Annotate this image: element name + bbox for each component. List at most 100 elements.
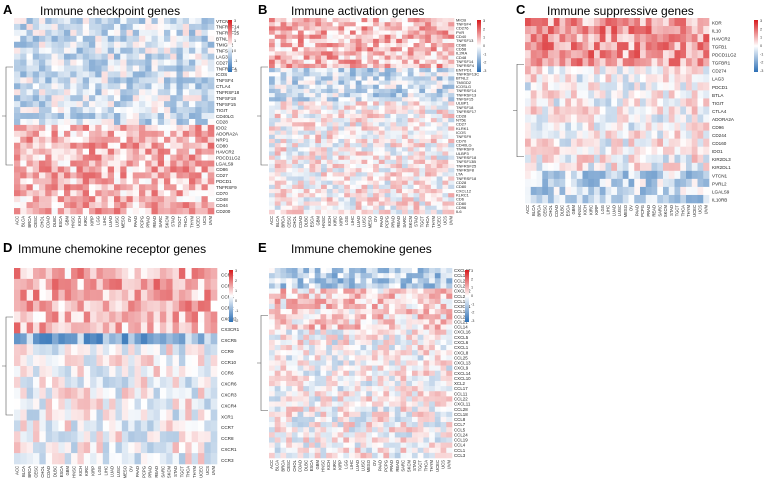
heatmap-cell bbox=[436, 172, 443, 177]
heatmap-cell bbox=[378, 155, 385, 161]
heatmap-cell bbox=[407, 26, 414, 31]
heatmap-cell bbox=[337, 288, 344, 294]
heatmap-cell bbox=[210, 387, 218, 399]
heatmap-cell bbox=[448, 84, 455, 90]
heatmap-cell bbox=[45, 376, 53, 389]
heatmap-cell bbox=[406, 268, 413, 274]
heatmap-cell bbox=[77, 387, 85, 399]
heatmap-cell bbox=[101, 101, 109, 108]
heatmap-cell bbox=[126, 202, 134, 209]
heatmap-cell bbox=[651, 146, 658, 156]
heatmap-cell bbox=[115, 453, 123, 465]
heatmap-cell bbox=[645, 106, 652, 115]
heatmap-cell bbox=[89, 35, 96, 43]
heatmap-cell bbox=[39, 190, 46, 197]
heatmap-cell bbox=[411, 268, 418, 274]
heatmap-cell bbox=[599, 146, 606, 156]
heatmap-cell bbox=[571, 18, 578, 27]
heatmap-cell bbox=[269, 339, 276, 346]
heatmap-cell bbox=[588, 186, 595, 196]
heatmap-cell bbox=[191, 431, 199, 443]
heatmap-cell bbox=[366, 334, 373, 341]
column-label: THCA bbox=[680, 205, 685, 217]
heatmap-cell bbox=[605, 42, 612, 51]
heatmap-cell bbox=[377, 345, 384, 351]
heatmap-cell bbox=[280, 365, 287, 372]
heatmap-cell bbox=[280, 93, 287, 98]
row-label: CCR5 bbox=[221, 294, 234, 299]
heatmap-cell bbox=[434, 268, 441, 274]
heatmap-cell bbox=[582, 138, 589, 147]
heatmap-cell bbox=[170, 23, 177, 31]
heatmap-cell bbox=[371, 334, 378, 341]
heatmap-cell bbox=[401, 109, 409, 115]
heatmap-cell bbox=[645, 66, 652, 75]
heatmap-cell bbox=[400, 334, 407, 341]
heatmap-cell bbox=[134, 355, 142, 367]
heatmap-cell bbox=[674, 186, 681, 196]
heatmap-cell bbox=[132, 77, 140, 84]
heatmap-cell bbox=[530, 178, 537, 188]
heatmap-cell bbox=[314, 355, 321, 361]
heatmap-cell bbox=[349, 26, 357, 31]
heatmap-cell bbox=[321, 18, 328, 23]
heatmap-cell bbox=[331, 329, 338, 336]
heatmap-cell bbox=[95, 202, 102, 209]
heatmap-cell bbox=[58, 387, 66, 399]
heatmap-cell bbox=[291, 355, 298, 361]
heatmap-cell bbox=[384, 68, 391, 73]
heatmap-cell bbox=[423, 288, 430, 294]
heatmap-cell bbox=[297, 298, 304, 305]
heatmap-cell bbox=[361, 126, 368, 131]
heatmap-cell bbox=[413, 168, 420, 173]
heatmap-cell bbox=[548, 82, 555, 91]
heatmap-cell bbox=[64, 409, 72, 421]
heatmap-cell bbox=[332, 197, 339, 202]
heatmap-cell bbox=[14, 166, 21, 173]
heatmap-cell bbox=[440, 329, 447, 336]
heatmap-cell bbox=[338, 76, 345, 81]
heatmap-cell bbox=[114, 166, 121, 173]
heatmap-cell bbox=[680, 26, 687, 35]
heatmap-cell bbox=[390, 34, 397, 40]
heatmap-cell bbox=[120, 130, 127, 138]
heatmap-cell bbox=[57, 41, 65, 48]
heatmap-cell bbox=[191, 300, 199, 312]
heatmap-cell bbox=[178, 355, 186, 367]
heatmap-cell bbox=[617, 42, 624, 51]
heatmap-cell bbox=[14, 89, 21, 96]
heatmap-cell bbox=[389, 396, 396, 402]
heatmap-cell bbox=[553, 154, 560, 164]
heatmap-cell bbox=[309, 209, 316, 215]
heatmap-cell bbox=[292, 93, 299, 98]
heatmap-cell bbox=[419, 109, 426, 115]
heatmap-cell bbox=[361, 88, 368, 94]
heatmap-cell bbox=[622, 178, 629, 188]
heatmap-cell bbox=[107, 77, 115, 84]
heatmap-cell bbox=[303, 84, 310, 90]
heatmap-cell bbox=[361, 159, 368, 165]
heatmap-cell bbox=[178, 311, 186, 323]
heatmap-cell bbox=[663, 122, 670, 131]
heatmap-cell bbox=[394, 375, 401, 382]
heatmap-cell bbox=[102, 268, 110, 280]
heatmap-cell bbox=[140, 268, 148, 280]
heatmap-cell bbox=[634, 122, 641, 131]
heatmap-cell bbox=[151, 59, 159, 66]
column-label: UVM bbox=[703, 204, 708, 214]
heatmap-cell bbox=[126, 172, 134, 179]
heatmap-cell bbox=[164, 35, 171, 43]
heatmap-cell bbox=[594, 138, 601, 147]
heatmap-cell bbox=[321, 143, 328, 148]
heatmap-cell bbox=[691, 34, 698, 43]
heatmap-cell bbox=[390, 97, 397, 102]
heatmap-cell bbox=[115, 420, 123, 432]
heatmap-cell bbox=[371, 396, 378, 402]
heatmap-cell bbox=[622, 82, 629, 91]
heatmap-cell bbox=[396, 188, 403, 194]
heatmap-cell bbox=[419, 63, 426, 69]
heatmap-cell bbox=[57, 136, 65, 144]
heatmap-cell bbox=[390, 118, 397, 123]
heatmap-cell bbox=[309, 68, 316, 73]
heatmap-cell bbox=[58, 322, 66, 334]
